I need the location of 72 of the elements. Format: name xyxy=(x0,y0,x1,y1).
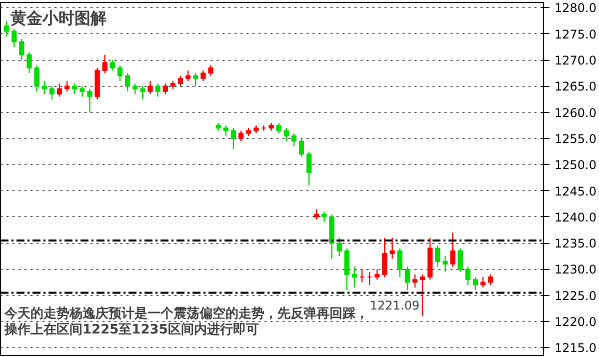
candlestick xyxy=(155,82,160,98)
y-tick-label: 1265.0 xyxy=(554,80,596,94)
y-tick-label: 1235.0 xyxy=(554,236,596,251)
candlestick xyxy=(314,208,320,220)
candlestick xyxy=(124,72,130,92)
candlestick xyxy=(435,245,440,268)
candlestick xyxy=(336,237,342,257)
candlestick xyxy=(49,86,55,100)
candlestick xyxy=(26,52,32,74)
candlestick xyxy=(284,127,289,142)
candlestick xyxy=(306,150,312,186)
y-tick-label: 1230.0 xyxy=(554,262,596,277)
candlestick xyxy=(162,82,168,95)
candlestick xyxy=(56,82,62,98)
candlestick xyxy=(291,132,297,147)
candlestick xyxy=(132,82,138,95)
candlestick xyxy=(276,122,282,134)
candlestick xyxy=(140,86,146,100)
candlestick xyxy=(352,266,358,288)
y-tick-label: 1275.0 xyxy=(554,27,596,42)
candlestick xyxy=(390,237,395,260)
candlestick xyxy=(102,54,108,74)
y-tick-label: 1255.0 xyxy=(554,132,596,146)
candlestick xyxy=(185,70,191,82)
candlestick xyxy=(110,59,116,72)
candlestick xyxy=(223,124,228,136)
candlestick xyxy=(382,237,388,278)
candlestick xyxy=(488,274,494,286)
y-tick-label: 1270.0 xyxy=(554,54,596,68)
candlestick xyxy=(64,80,70,92)
candlestick xyxy=(458,248,463,272)
candlestick xyxy=(412,274,418,288)
candlestick xyxy=(19,38,24,61)
candlestick xyxy=(208,64,214,76)
candlestick xyxy=(322,211,327,223)
candlestick xyxy=(34,64,40,92)
candlestick xyxy=(42,80,47,95)
annotation: 1221.09 xyxy=(370,298,420,313)
candlestick xyxy=(420,274,426,316)
y-tick-label: 1245.0 xyxy=(554,184,596,198)
candlestick xyxy=(200,70,206,82)
candlestick xyxy=(344,248,350,291)
candlestick xyxy=(298,138,304,158)
candlestick xyxy=(465,266,470,286)
candlestick xyxy=(193,72,198,87)
annotation: 操作上在区间1225至1235区间内进行即可 xyxy=(4,322,259,338)
candlestick xyxy=(404,266,410,291)
candlestick xyxy=(442,256,448,272)
candlestick xyxy=(72,82,78,95)
candlestick xyxy=(117,64,123,82)
candlestick xyxy=(4,20,10,38)
candlestick xyxy=(480,276,486,288)
annotation: 今天的走势杨逸庆预计是一个震荡偏空的走势，先反弹再回踩， xyxy=(4,306,368,322)
candlestick xyxy=(230,127,236,150)
candlestick xyxy=(472,276,478,291)
y-tick-label: 1260.0 xyxy=(554,106,596,120)
candlestick xyxy=(148,80,153,95)
candlestick xyxy=(374,268,380,280)
y-tick-label: 1280.0 xyxy=(554,1,596,16)
candlestick xyxy=(87,88,92,113)
candlestick xyxy=(80,86,85,98)
y-tick-label: 1225.0 xyxy=(554,288,596,303)
candlestick xyxy=(12,28,17,48)
candlestick xyxy=(450,232,456,268)
candlestick xyxy=(397,248,402,278)
chart-title: 黄金小时图解 xyxy=(10,8,106,28)
candlestick xyxy=(238,130,244,142)
y-tick-label: 1240.0 xyxy=(554,210,596,224)
y-tick-label: 1220.0 xyxy=(554,315,596,330)
candlestick xyxy=(178,75,184,87)
y-tick-label: 1250.0 xyxy=(554,158,596,172)
y-tick-label: 1215.0 xyxy=(554,341,596,356)
